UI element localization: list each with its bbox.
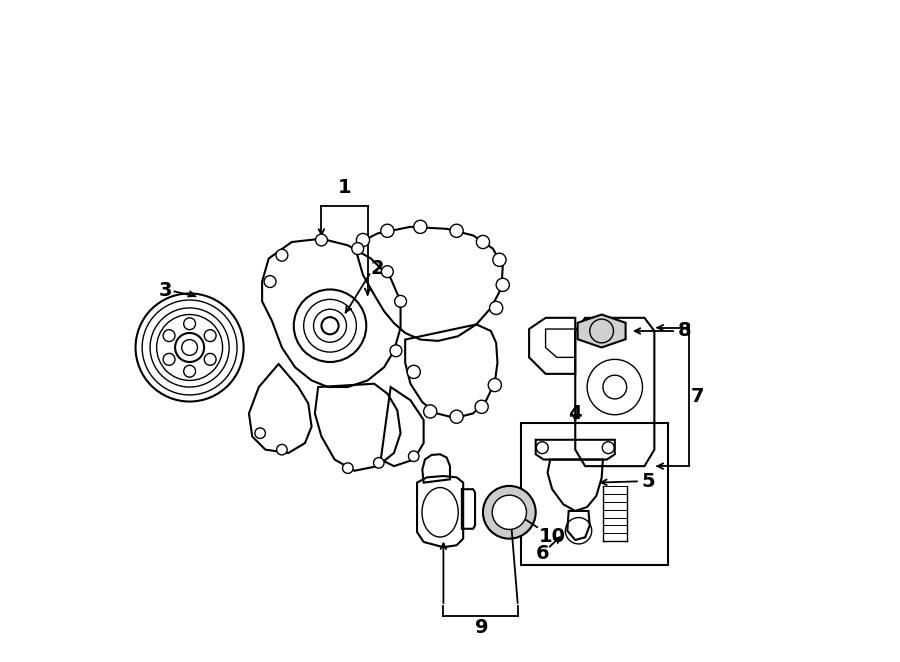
Circle shape [184,365,195,377]
Circle shape [163,354,175,365]
Circle shape [374,457,384,468]
Text: 5: 5 [641,472,655,491]
Circle shape [276,250,288,261]
Circle shape [316,234,328,246]
Circle shape [204,330,216,342]
Circle shape [602,442,614,453]
Text: 8: 8 [678,322,691,340]
Text: 1: 1 [338,178,351,197]
Circle shape [343,463,353,473]
Circle shape [424,405,436,418]
Circle shape [492,495,526,530]
Circle shape [255,428,266,438]
Circle shape [356,234,370,247]
Circle shape [414,220,427,234]
Circle shape [394,295,407,307]
Circle shape [493,253,506,266]
Circle shape [490,301,503,314]
Text: 9: 9 [475,618,489,637]
Text: 4: 4 [569,404,582,423]
Text: 3: 3 [158,281,172,300]
Circle shape [204,354,216,365]
Circle shape [407,365,420,379]
Circle shape [476,236,490,249]
Text: 2: 2 [371,259,384,278]
Circle shape [409,451,419,461]
Circle shape [450,224,464,238]
Circle shape [381,224,394,238]
Polygon shape [578,314,626,348]
Circle shape [352,243,364,254]
Circle shape [483,486,536,539]
Circle shape [450,410,464,423]
Circle shape [184,318,195,330]
Circle shape [264,275,276,287]
Bar [521,423,668,565]
Circle shape [163,330,175,342]
Text: 7: 7 [691,387,705,406]
Text: 6: 6 [536,544,549,563]
Circle shape [390,345,402,357]
Circle shape [475,401,488,413]
Circle shape [488,379,501,392]
Circle shape [276,444,287,455]
Text: 10: 10 [539,527,566,546]
Circle shape [382,265,393,277]
Circle shape [536,442,548,453]
Circle shape [496,278,509,291]
Circle shape [182,340,197,355]
